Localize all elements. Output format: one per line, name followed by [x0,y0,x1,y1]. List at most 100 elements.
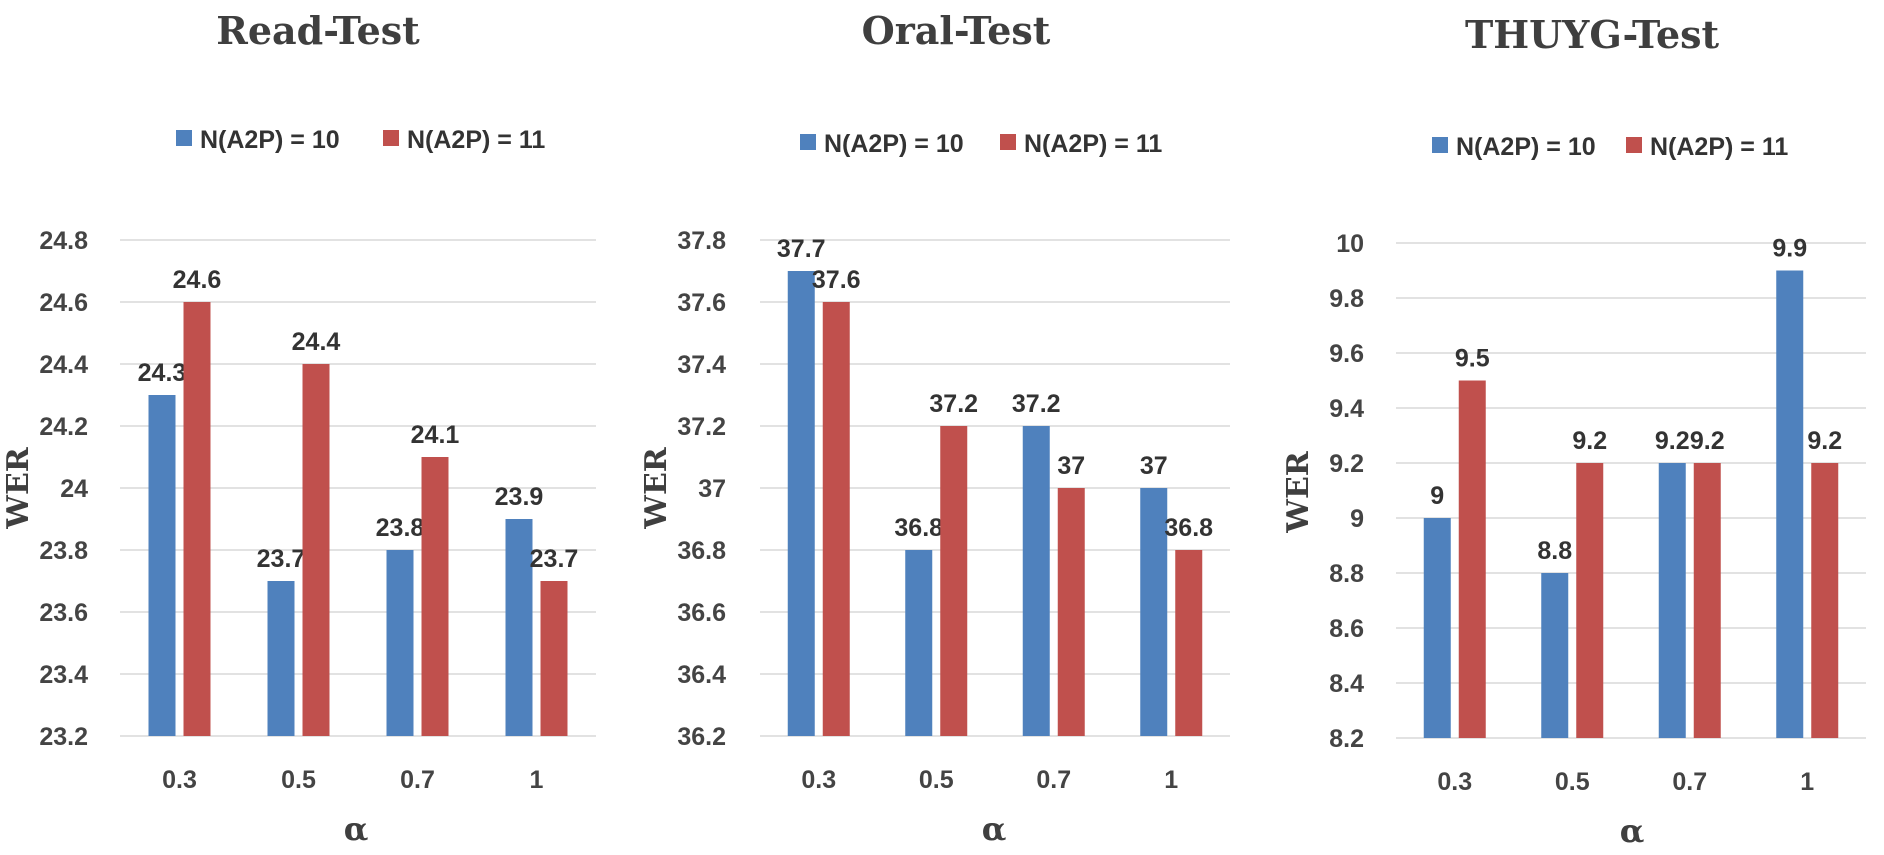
data-label: 24.4 [292,328,341,356]
bar [1022,426,1050,736]
y-tick-label: 37.4 [677,351,726,379]
chart-title: THUYG-Test [1465,12,1720,57]
bar [148,395,176,736]
bar [1458,380,1486,738]
y-tick-label: 8.6 [1329,615,1364,643]
x-axis-label: α [1620,812,1645,850]
y-tick-label: 8.2 [1329,725,1364,753]
data-label: 9.2 [1807,427,1842,455]
bar [505,519,533,736]
x-tick-label: 1 [1800,768,1814,796]
data-label: 9 [1430,482,1444,510]
data-label: 36.8 [1164,514,1213,542]
x-tick-label: 0.5 [281,766,316,794]
y-tick-label: 23.8 [39,537,88,565]
legend-label: N(A2P) = 10 [1456,133,1596,161]
data-label: 24.3 [138,359,187,387]
bar [421,457,449,736]
bar [267,581,295,736]
chart-panel: Read-Test N(A2P) = 10 N(A2P) = 11 23.2 23.4 2… [1,8,596,848]
bar [1576,463,1604,738]
legend-label: N(A2P) = 11 [1650,133,1788,161]
y-tick-label: 8.4 [1329,670,1364,698]
bar [1693,463,1721,738]
legend-label: N(A2P) = 11 [407,126,545,154]
bar [1140,488,1168,736]
legend-label: N(A2P) = 10 [200,126,340,154]
y-tick-label: 9.4 [1329,395,1364,423]
data-label: 9.9 [1772,235,1807,263]
data-label: 23.8 [376,514,425,542]
data-label: 37 [1057,452,1085,480]
y-tick-label: 36.6 [677,599,726,627]
data-label: 37.6 [812,266,861,294]
data-label: 36.8 [894,514,943,542]
chart-title: Read-Test [216,8,420,53]
y-tick-label: 10 [1336,230,1364,258]
data-label: 9.2 [1572,427,1607,455]
x-tick-label: 0.5 [919,766,954,794]
y-tick-label: 36.2 [677,723,726,751]
data-label: 37 [1140,452,1168,480]
bar [1658,463,1686,738]
x-tick-label: 1 [530,766,544,794]
data-label: 23.7 [257,545,306,573]
bar [940,426,968,736]
chart-panel: Oral-Test N(A2P) = 10 N(A2P) = 11 36.2 36.4 3… [639,8,1230,848]
bar [1423,518,1451,738]
data-label: 37.7 [777,235,826,263]
y-tick-label: 23.4 [39,661,88,689]
legend-swatch [1000,134,1016,150]
legend-swatch [383,130,399,146]
data-label: 37.2 [929,390,978,418]
data-label: 23.7 [530,545,579,573]
x-tick-label: 0.3 [1437,768,1472,796]
x-tick-label: 0.7 [1672,768,1707,796]
x-tick-label: 0.3 [801,766,836,794]
y-axis-label: WER [1,446,36,530]
x-tick-label: 0.3 [162,766,197,794]
legend-swatch [1626,137,1642,153]
chart-title: Oral-Test [862,8,1051,53]
bar [822,302,850,736]
data-label: 24.1 [411,421,460,449]
bar [1541,573,1569,738]
y-tick-label: 36.8 [677,537,726,565]
y-tick-label: 9 [1350,505,1364,533]
y-tick-label: 24.2 [39,413,88,441]
data-label: 9.2 [1655,427,1690,455]
y-tick-label: 23.2 [39,723,88,751]
bar [183,302,211,736]
bar [1811,463,1839,738]
y-tick-label: 37 [698,475,726,503]
legend-label: N(A2P) = 10 [824,130,964,158]
bar [787,271,815,736]
bar [1776,270,1804,738]
legend-swatch [176,130,192,146]
bar [1057,488,1085,736]
y-tick-label: 8.8 [1329,560,1364,588]
data-label: 9.2 [1690,427,1725,455]
y-tick-label: 36.4 [677,661,726,689]
y-tick-label: 24.4 [39,351,88,379]
y-tick-label: 37.8 [677,227,726,255]
chart-panel: THUYG-Test N(A2P) = 10 N(A2P) = 11 8.2 8.4 8.… [1281,12,1866,850]
x-tick-label: 1 [1164,766,1178,794]
data-label: 9.5 [1455,345,1490,373]
x-axis-label: α [982,810,1007,848]
legend-label: N(A2P) = 11 [1024,130,1162,158]
data-label: 8.8 [1537,537,1572,565]
legend-swatch [1432,137,1448,153]
y-axis-label: WER [639,446,674,530]
y-tick-label: 9.8 [1329,285,1364,313]
y-tick-label: 24.8 [39,227,88,255]
data-label: 24.6 [173,266,222,294]
bar [540,581,568,736]
bar [386,550,414,736]
y-tick-label: 24 [60,475,88,503]
x-tick-label: 0.7 [1036,766,1071,794]
x-tick-label: 0.5 [1555,768,1590,796]
y-tick-label: 37.2 [677,413,726,441]
bar [302,364,330,736]
